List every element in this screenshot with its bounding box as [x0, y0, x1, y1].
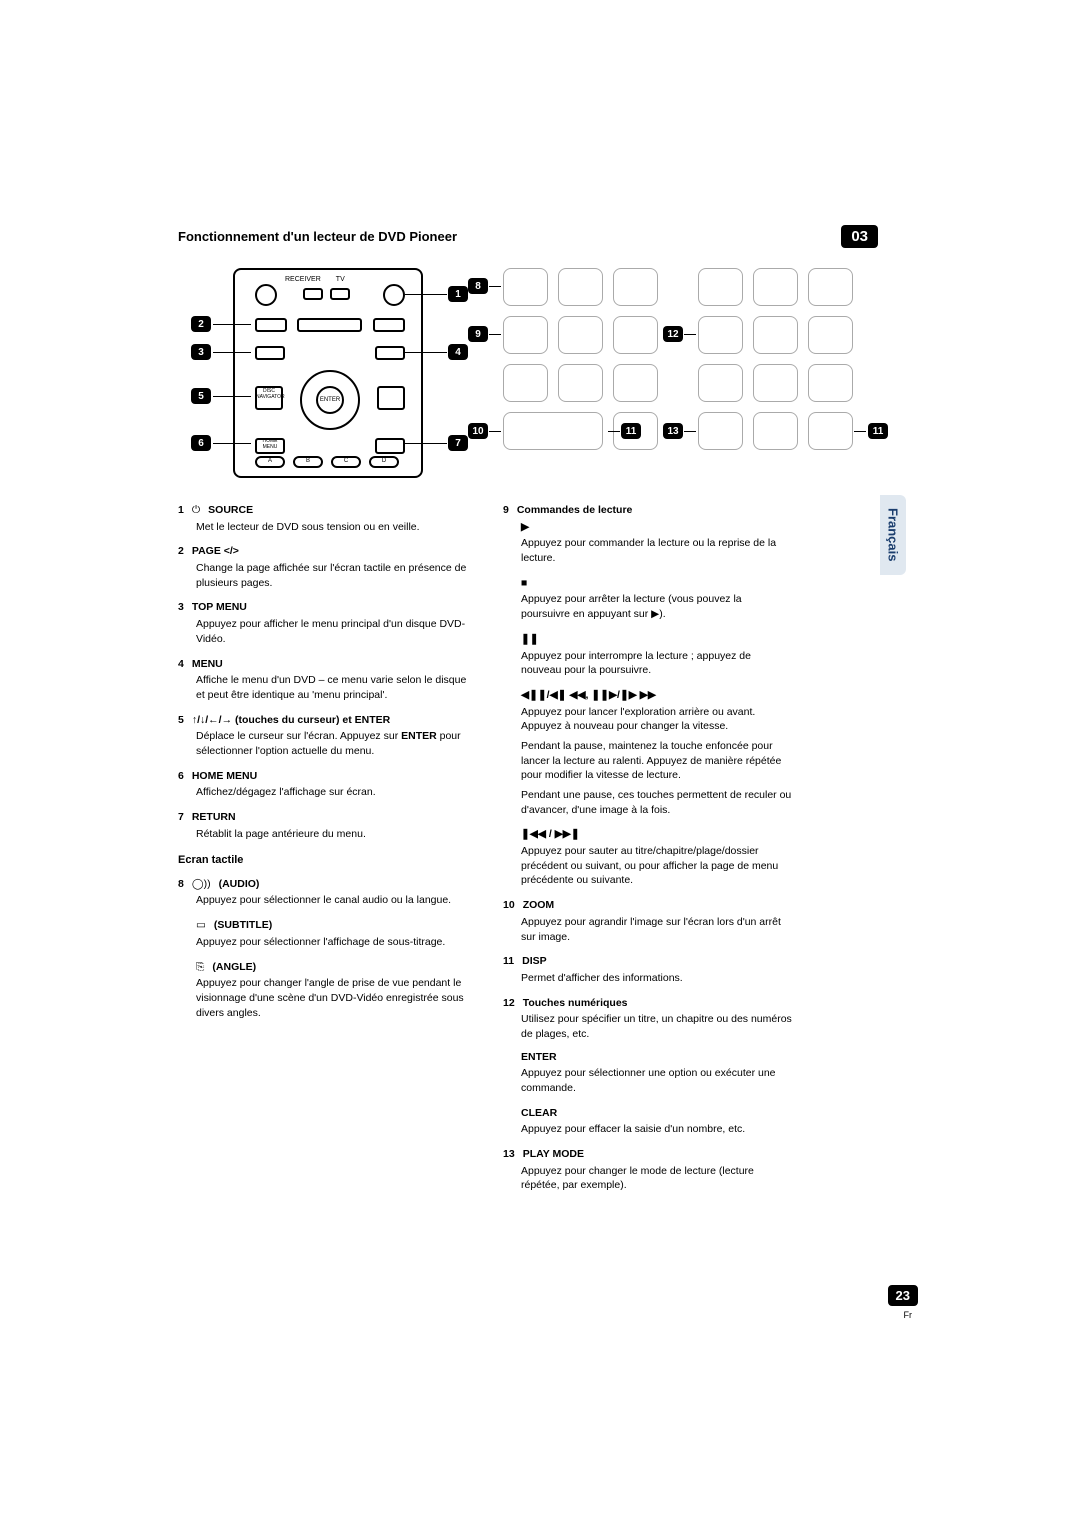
row3a	[255, 346, 285, 360]
tv-btn2	[330, 288, 350, 300]
item-10: 10 ZOOM Appuyez pour agrandir l'image su…	[503, 898, 793, 944]
callout-10: 10	[468, 423, 488, 439]
receiver-label: RECEIVER	[285, 276, 321, 283]
callout-13: 13	[663, 423, 683, 439]
callout-1: 1	[448, 286, 468, 302]
stop-icon: ■	[521, 576, 793, 591]
color-c: C	[331, 456, 361, 468]
callout-12: 12	[663, 326, 683, 342]
callout-4: 4	[448, 344, 468, 360]
touchscreen-2: 12 13 11	[698, 268, 853, 478]
row2b	[297, 318, 362, 332]
item-13: 13 PLAY MODE Appuyez pour changer le mod…	[503, 1147, 793, 1193]
enter-ring: ENTER	[300, 370, 360, 430]
pause-icon: ❚❚	[521, 632, 793, 647]
item-4: 4 MENU Affiche le menu d'un DVD – ce men…	[178, 657, 468, 703]
subsection-heading: Ecran tactile	[178, 853, 468, 868]
callout-9: 9	[468, 326, 488, 342]
item-8: 8 ◯)) (AUDIO) Appuyez pour sélectionner …	[178, 877, 468, 908]
left-column: 1 ⏻ SOURCE Met le lecteur de DVD sous te…	[178, 503, 468, 1203]
return-btn	[375, 438, 405, 454]
tv-btn1	[303, 288, 323, 300]
color-d: D	[369, 456, 399, 468]
source-button	[383, 284, 405, 306]
item-9: 9 Commandes de lecture ▶ Appuyez pour co…	[503, 503, 793, 888]
row2c	[373, 318, 405, 332]
callout-11: 11	[621, 423, 641, 439]
item-title: SOURCE	[208, 503, 253, 518]
power-button	[255, 284, 277, 306]
nav-right	[377, 386, 405, 410]
remote-diagram: RECEIVER TV DISC NAVIGATOR ENTER	[233, 268, 423, 478]
subtitle-icon: ▭	[196, 918, 206, 933]
home-label: HOME MENU	[255, 438, 285, 450]
item-num: 1	[178, 503, 184, 518]
enter-btn: ENTER	[316, 386, 344, 414]
color-b: B	[293, 456, 323, 468]
item-7: 7 RETURN Rétablit la page antérieure du …	[178, 810, 468, 841]
tv-label: TV	[336, 276, 345, 283]
language-tab: Français	[880, 495, 906, 575]
nav-label: DISC NAVIGATOR	[256, 388, 282, 400]
callout-8: 8	[468, 278, 488, 294]
item-2: 2 PAGE </> Change la page affichée sur l…	[178, 544, 468, 590]
item-6: 6 HOME MENU Affichez/dégagez l'affichage…	[178, 769, 468, 800]
callout-7: 7	[448, 435, 468, 451]
callout-2: 2	[191, 316, 211, 332]
chapter-badge: 03	[841, 225, 878, 248]
callout-6: 6	[191, 435, 211, 451]
callout-5: 5	[191, 388, 211, 404]
item-11: 11 DISP Permet d'afficher des informatio…	[503, 954, 793, 985]
play-icon: ▶	[521, 520, 793, 535]
callout-11b: 11	[868, 423, 888, 439]
page-number: 23	[888, 1285, 918, 1306]
callout-3: 3	[191, 344, 211, 360]
power-icon: ⏻	[192, 503, 200, 518]
item-body: Met le lecteur de DVD sous tension ou en…	[196, 520, 468, 535]
scan-icons: ◀❚❚/◀❚ ◀◀, ❚❚▶/❚▶ ▶▶	[521, 688, 793, 703]
audio-icon: ◯))	[192, 877, 211, 892]
row3b	[375, 346, 405, 360]
item-subtitle: ▭ (SUBTITLE) Appuyez pour sélectionner l…	[196, 918, 468, 949]
skip-icons: ❚◀◀ / ▶▶❚	[521, 827, 793, 842]
item-angle: ⎘ (ANGLE) Appuyez pour changer l'angle d…	[196, 960, 468, 1021]
section-title: Fonctionnement d'un lecteur de DVD Pione…	[178, 229, 457, 244]
right-column: 9 Commandes de lecture ▶ Appuyez pour co…	[503, 503, 793, 1203]
angle-icon: ⎘	[196, 960, 204, 975]
item-12: 12 Touches numériques Utilisez pour spéc…	[503, 996, 793, 1138]
diagrams: RECEIVER TV DISC NAVIGATOR ENTER	[178, 268, 878, 478]
item-3: 3 TOP MENU Appuyez pour afficher le menu…	[178, 600, 468, 646]
color-a: A	[255, 456, 285, 468]
touchscreen-1: 8 9 10 11	[503, 268, 658, 478]
page-lang: Fr	[904, 1310, 913, 1320]
row2a	[255, 318, 287, 332]
item-1: 1 ⏻ SOURCE Met le lecteur de DVD sous te…	[178, 503, 468, 534]
item-5: 5 ↑/↓/←/→ (touches du curseur) et ENTER …	[178, 713, 468, 759]
